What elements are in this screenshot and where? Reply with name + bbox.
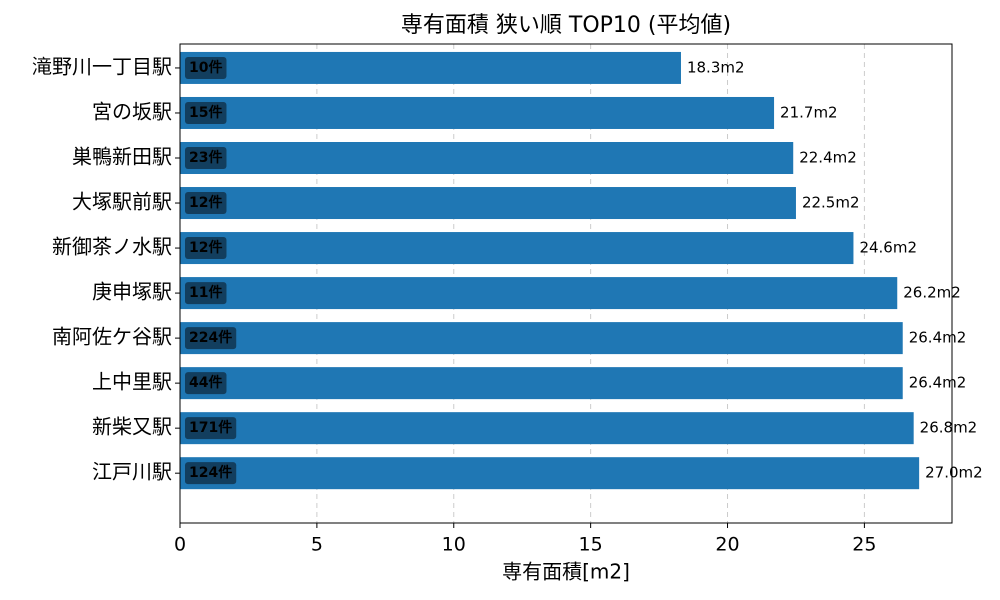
value-label: 18.3m2: [687, 58, 745, 76]
count-label: 10件: [189, 59, 222, 76]
bar: [180, 457, 920, 490]
x-tick-label: 15: [579, 534, 603, 556]
count-badge: [185, 372, 227, 395]
x-tick-label: 5: [311, 534, 323, 556]
bar: [180, 142, 794, 175]
bar: [180, 232, 854, 265]
bar: [180, 322, 903, 355]
x-tick-label: 0: [174, 534, 186, 556]
bar: [180, 187, 796, 220]
count-label: 11件: [189, 284, 222, 301]
y-tick-label: 新柴又駅: [92, 415, 172, 439]
value-label: 26.4m2: [909, 374, 967, 392]
count-label: 44件: [189, 374, 222, 391]
count-badge: [185, 147, 227, 170]
value-label: 22.5m2: [802, 194, 860, 212]
value-label: 27.0m2: [925, 464, 983, 482]
x-tick-label: 10: [442, 534, 466, 556]
count-badge: [185, 237, 227, 260]
bar: [180, 96, 775, 129]
y-tick-label: 宮の坂駅: [92, 99, 172, 123]
y-tick-label: 江戸川駅: [92, 460, 172, 484]
count-badge: [185, 192, 227, 215]
plot-frame: [179, 43, 953, 524]
x-tick-label: 20: [715, 534, 739, 556]
value-label: 26.2m2: [903, 284, 961, 302]
value-label: 22.4m2: [799, 149, 857, 167]
count-label: 12件: [189, 239, 222, 256]
bar: [180, 51, 681, 84]
y-tick-label: 庚申塚駅: [92, 280, 172, 304]
y-tick-label: 滝野川一丁目駅: [32, 54, 172, 78]
y-tick-label: 大塚駅前駅: [72, 190, 172, 214]
chart-title: 専有面積 狭い順 TOP10 (平均値): [401, 13, 731, 38]
bar: [180, 277, 898, 310]
count-badge: [185, 462, 237, 485]
count-label: 12件: [189, 194, 222, 211]
value-label: 21.7m2: [780, 103, 838, 121]
value-label: 24.6m2: [859, 239, 917, 257]
x-tick-label: 25: [852, 534, 876, 556]
count-badge: [185, 101, 227, 124]
bar: [180, 412, 914, 445]
bar: [180, 367, 903, 400]
count-badge: [185, 327, 237, 350]
count-label: 224件: [189, 329, 232, 346]
y-tick-label: 上中里駅: [92, 370, 172, 394]
count-badge: [185, 417, 237, 440]
count-badge: [185, 282, 227, 305]
count-label: 23件: [189, 149, 222, 166]
y-tick-label: 南阿佐ケ谷駅: [52, 325, 172, 349]
x-axis-label: 専有面積[m2]: [502, 560, 630, 584]
y-tick-label: 巣鴨新田駅: [72, 145, 172, 169]
count-label: 171件: [189, 419, 232, 436]
count-badge: [185, 56, 227, 79]
value-label: 26.4m2: [909, 329, 967, 347]
y-tick-label: 新御茶ノ水駅: [52, 235, 172, 259]
count-label: 124件: [189, 464, 232, 481]
value-label: 26.8m2: [920, 419, 978, 437]
count-label: 15件: [189, 104, 222, 121]
